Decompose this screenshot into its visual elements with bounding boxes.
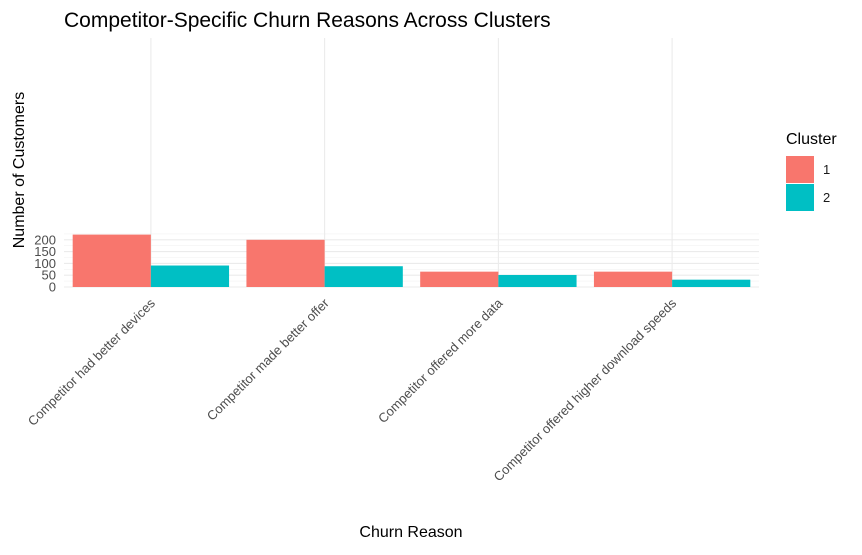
legend-items: 12	[786, 156, 830, 211]
legend-title: Cluster	[786, 131, 837, 148]
grid-layer	[64, 38, 759, 288]
bar-cluster-2	[150, 265, 230, 287]
bars-layer	[72, 234, 751, 287]
x-axis-ticks: Competitor had better devices Competitor …	[25, 295, 680, 484]
bar-cluster-2	[498, 274, 577, 287]
bar-cluster-1	[420, 271, 499, 287]
legend-key-cluster-2	[786, 184, 814, 211]
x-tick-label: Competitor offered higher download speed…	[490, 295, 679, 484]
bar-cluster-1	[593, 271, 673, 287]
legend-key-cluster-1	[786, 156, 814, 183]
chart-title: Competitor-Specific Churn Reasons Across…	[64, 9, 551, 32]
bar-cluster-2	[324, 266, 403, 287]
legend-label-cluster-1: 1	[823, 162, 830, 177]
y-tick-label: 150	[34, 244, 56, 259]
y-tick-label: 50	[42, 268, 56, 283]
legend: Cluster 12	[786, 131, 837, 211]
x-tick-label: Competitor had better devices	[25, 295, 159, 429]
y-tick-label: 200	[34, 232, 56, 247]
x-axis-title: Churn Reason	[359, 524, 462, 541]
y-tick-label: 0	[49, 280, 56, 295]
bar-cluster-1	[72, 234, 151, 287]
bar-cluster-2	[672, 279, 751, 287]
x-tick-label: Competitor offered more data	[375, 295, 506, 426]
legend-label-cluster-2: 2	[823, 190, 830, 205]
y-axis-title: Number of Customers	[11, 92, 28, 249]
y-tick-label: 100	[34, 256, 56, 271]
x-tick-label: Competitor made better offer	[204, 295, 332, 423]
bar-cluster-1	[246, 239, 325, 287]
